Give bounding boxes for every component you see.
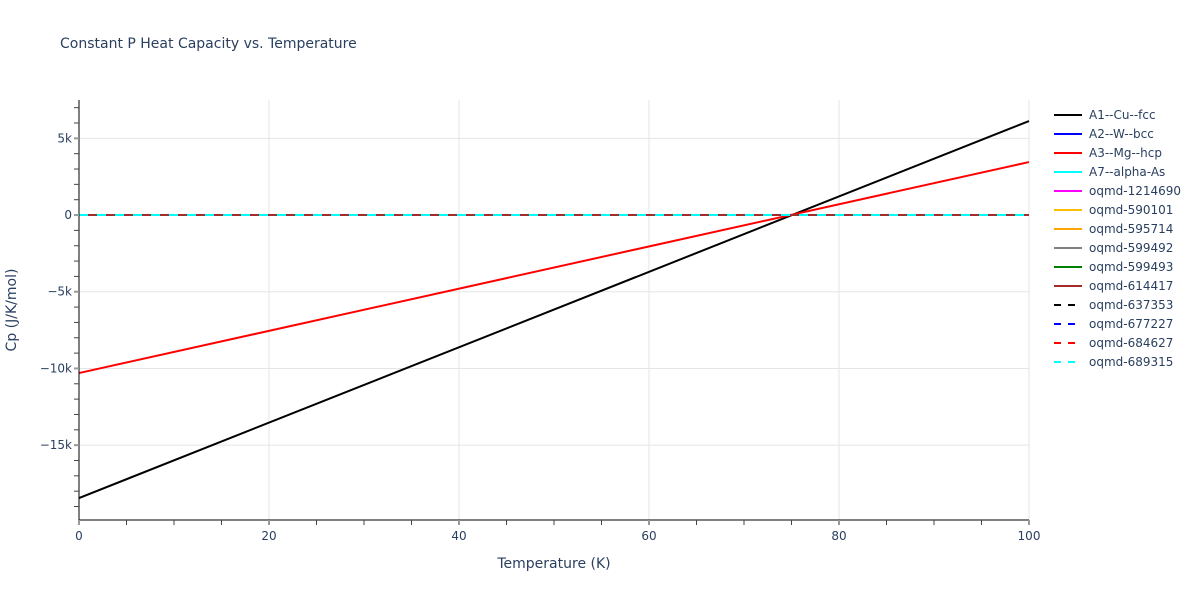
legend-label: A2--W--bcc: [1089, 126, 1154, 141]
legend-swatch-icon: [1054, 246, 1082, 249]
legend-swatch-icon: [1054, 322, 1082, 325]
legend-item[interactable]: oqmd-590101: [1052, 200, 1181, 219]
legend-label: oqmd-637353: [1089, 297, 1174, 312]
x-tick-label: 60: [641, 529, 656, 543]
legend-item[interactable]: oqmd-599492: [1052, 238, 1181, 257]
legend-item[interactable]: oqmd-595714: [1052, 219, 1181, 238]
y-tick-label: 5k: [57, 131, 72, 145]
legend-swatch-icon: [1054, 113, 1082, 116]
legend-item[interactable]: oqmd-677227: [1052, 314, 1181, 333]
legend-swatch-icon: [1054, 208, 1082, 211]
legend-item[interactable]: oqmd-689315: [1052, 352, 1181, 371]
legend-item[interactable]: oqmd-614417: [1052, 276, 1181, 295]
y-tick-label: −5k: [47, 285, 72, 299]
axes: 0 20 40 60 80 100 −15k −10k −5k 0 5k: [40, 100, 1041, 543]
x-axis-title: Temperature (K): [496, 556, 610, 572]
legend-label: oqmd-677227: [1089, 316, 1174, 331]
trace-A1--Cu--fcc[interactable]: [78, 120, 1030, 499]
legend-label: oqmd-1214690: [1089, 183, 1182, 198]
legend-item[interactable]: A2--W--bcc: [1052, 124, 1181, 143]
trace-A3--Mg--hcp[interactable]: [78, 161, 1030, 375]
x-tick-label: 0: [75, 529, 83, 543]
legend: A1--Cu--fcc A2--W--bcc A3--Mg--hcp A7--alph…: [1052, 105, 1181, 371]
legend-item[interactable]: oqmd-637353: [1052, 295, 1181, 314]
legend-item[interactable]: A7--alpha-As: [1052, 162, 1181, 181]
x-tick-label: 40: [451, 529, 466, 543]
legend-item[interactable]: oqmd-684627: [1052, 333, 1181, 352]
legend-swatch-icon: [1054, 284, 1082, 287]
traces: [78, 120, 1030, 499]
legend-label: A7--alpha-As: [1089, 164, 1166, 179]
legend-swatch-icon: [1054, 303, 1082, 306]
legend-label: A3--Mg--hcp: [1089, 145, 1162, 160]
chart-title: Constant P Heat Capacity vs. Temperature: [60, 36, 357, 52]
legend-swatch-icon: [1054, 341, 1082, 344]
legend-swatch-icon: [1054, 265, 1082, 268]
x-tick-label: 20: [261, 529, 276, 543]
x-tick-label: 100: [1018, 529, 1041, 543]
legend-label: oqmd-614417: [1089, 278, 1174, 293]
legend-label: oqmd-684627: [1089, 335, 1174, 350]
legend-label: oqmd-599492: [1089, 240, 1174, 255]
y-tick-label: −15k: [40, 438, 72, 452]
legend-item[interactable]: oqmd-599493: [1052, 257, 1181, 276]
y-tick-label: 0: [64, 208, 72, 222]
legend-swatch-icon: [1054, 360, 1082, 363]
legend-swatch-icon: [1054, 227, 1082, 230]
legend-swatch-icon: [1054, 189, 1082, 192]
legend-swatch-icon: [1054, 151, 1082, 154]
legend-item[interactable]: oqmd-1214690: [1052, 181, 1181, 200]
legend-label: oqmd-689315: [1089, 354, 1174, 369]
y-axis-title: Cp (J/K/mol): [4, 269, 20, 352]
legend-item[interactable]: A1--Cu--fcc: [1052, 105, 1181, 124]
legend-label: A1--Cu--fcc: [1089, 107, 1156, 122]
y-tick-label: −10k: [40, 361, 72, 375]
legend-swatch-icon: [1054, 170, 1082, 173]
legend-swatch-icon: [1054, 132, 1082, 135]
legend-label: oqmd-599493: [1089, 259, 1174, 274]
legend-item[interactable]: A3--Mg--hcp: [1052, 143, 1181, 162]
x-tick-label: 80: [831, 529, 846, 543]
legend-label: oqmd-590101: [1089, 202, 1174, 217]
legend-label: oqmd-595714: [1089, 221, 1174, 236]
